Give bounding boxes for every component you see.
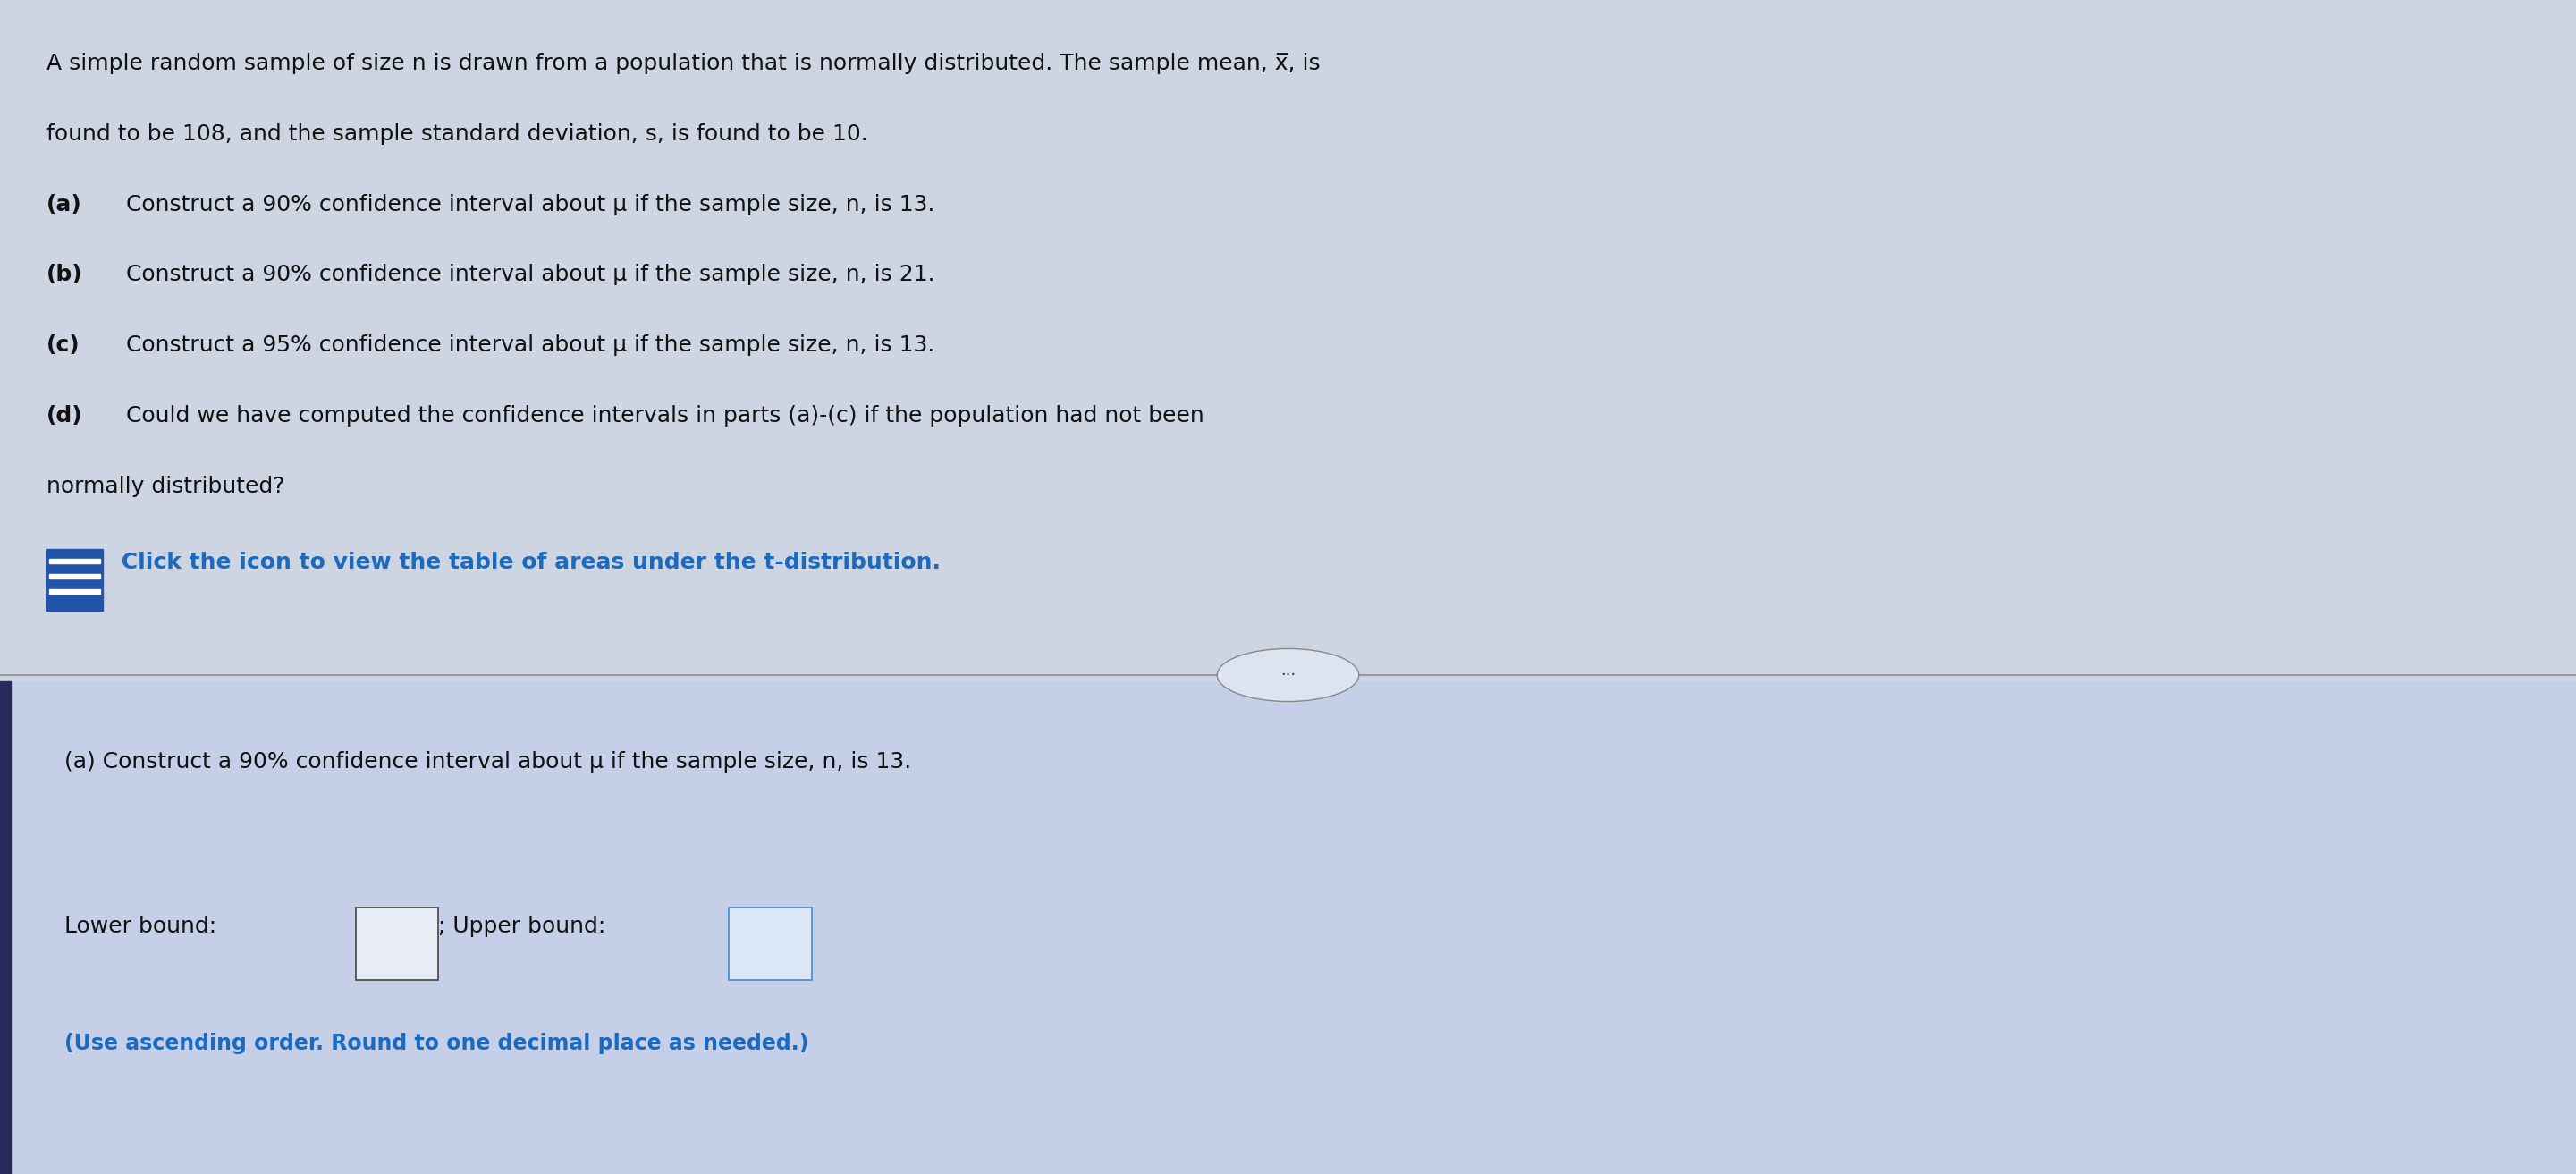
Text: ; Upper bound:: ; Upper bound: [438, 916, 605, 937]
Text: (a): (a) [46, 194, 82, 215]
Text: normally distributed?: normally distributed? [46, 475, 286, 497]
Text: Could we have computed the confidence intervals in parts (a)-(c) if the populati: Could we have computed the confidence in… [118, 405, 1203, 426]
Bar [49, 574, 100, 579]
Text: (d): (d) [46, 405, 82, 426]
FancyBboxPatch shape [355, 908, 438, 980]
Text: Click the icon to view the table of areas under the t-distribution.: Click the icon to view the table of area… [113, 552, 940, 573]
Text: Construct a 95% confidence interval about μ if the sample size, n, is 13.: Construct a 95% confidence interval abou… [118, 335, 935, 356]
Text: Lower bound:: Lower bound: [64, 916, 216, 937]
Bar [49, 559, 100, 564]
Bar [0, 0, 2576, 681]
Text: ···: ··· [1280, 667, 1296, 683]
Bar [0, 681, 2576, 1174]
Bar [46, 549, 103, 610]
Text: found to be 108, and the sample standard deviation, s, is found to be 10.: found to be 108, and the sample standard… [46, 123, 868, 144]
Text: (a) Construct a 90% confidence interval about μ if the sample size, n, is 13.: (a) Construct a 90% confidence interval … [64, 751, 912, 772]
Text: A simple random sample of size n is drawn from a population that is normally dis: A simple random sample of size n is draw… [46, 53, 1319, 74]
Text: Construct a 90% confidence interval about μ if the sample size, n, is 13.: Construct a 90% confidence interval abou… [118, 194, 935, 215]
Text: Construct a 90% confidence interval about μ if the sample size, n, is 21.: Construct a 90% confidence interval abou… [118, 264, 935, 285]
Text: (c): (c) [46, 335, 80, 356]
Ellipse shape [1218, 649, 1360, 702]
Text: (Use ascending order. Round to one decimal place as needed.): (Use ascending order. Round to one decim… [64, 1033, 809, 1054]
Bar [0, 681, 10, 1174]
Bar [49, 589, 100, 594]
Text: (b): (b) [46, 264, 82, 285]
FancyBboxPatch shape [729, 908, 811, 980]
